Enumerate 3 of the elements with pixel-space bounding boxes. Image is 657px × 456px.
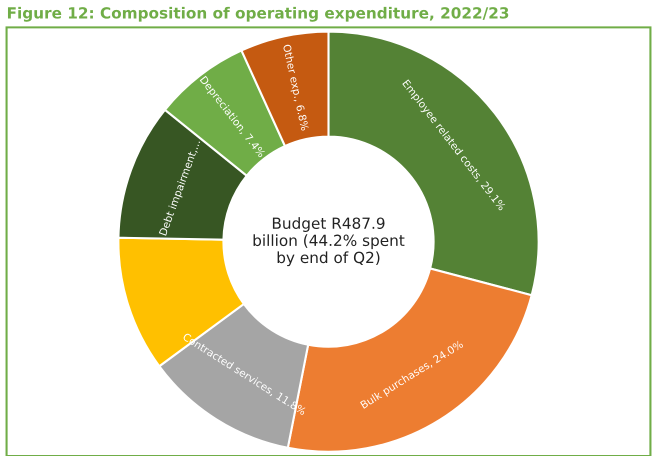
slice-label: Other exp., 6.8% — [280, 44, 310, 132]
text: Budget R487.9 billion (44.2% spent by end of Q2) — [254, 217, 404, 266]
chart-title: Figure 12: Composition of operating expenditure, 2022/23 — [8, 6, 508, 22]
